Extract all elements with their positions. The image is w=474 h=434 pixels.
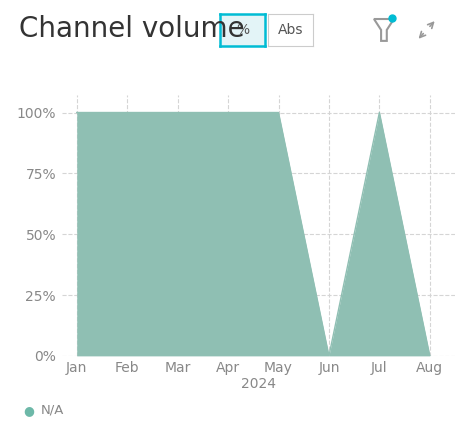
Text: Abs: Abs xyxy=(278,23,303,37)
Text: Channel volume: Channel volume xyxy=(19,15,245,43)
Text: N/A: N/A xyxy=(40,404,64,417)
Text: 2024: 2024 xyxy=(241,377,276,391)
Text: ●: ● xyxy=(23,404,34,417)
Text: %: % xyxy=(237,23,249,37)
